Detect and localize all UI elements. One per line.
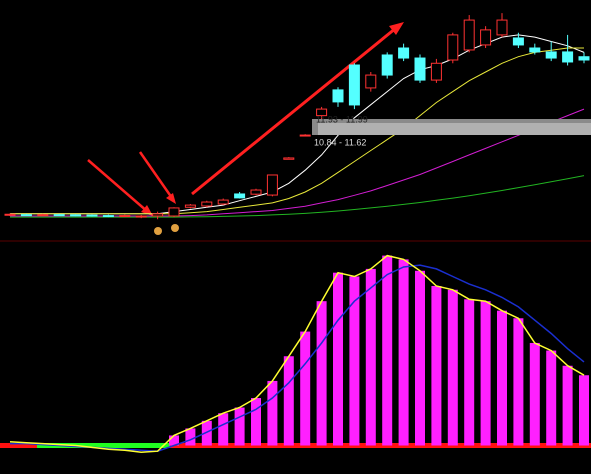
bar — [513, 318, 524, 446]
line-series — [10, 47, 584, 215]
candle-body — [102, 215, 114, 218]
bar — [382, 255, 393, 446]
line-series — [10, 175, 585, 218]
candle-body — [480, 29, 492, 46]
candle-body — [266, 174, 278, 196]
bar — [333, 272, 343, 446]
bar — [349, 276, 360, 446]
candle-body — [381, 54, 393, 76]
bar — [480, 301, 491, 446]
band-label: 11.93 - 11.99 — [316, 114, 368, 124]
bar — [267, 380, 278, 446]
candle-body — [496, 19, 508, 36]
candle-body — [217, 199, 229, 205]
arrow — [138, 151, 174, 199]
bar — [283, 356, 294, 446]
candle-body — [184, 204, 196, 208]
bar — [316, 301, 327, 446]
candle-body — [20, 214, 32, 217]
band-label: 10.84 - 11.62 — [314, 137, 366, 147]
candle-body — [201, 201, 213, 207]
candle-body — [119, 215, 131, 218]
candle-body — [447, 34, 459, 61]
baseline-segment — [37, 443, 170, 448]
candle-body — [70, 214, 82, 217]
line-series — [9, 254, 585, 453]
candle-body — [430, 62, 442, 81]
candle-body — [578, 56, 590, 61]
arrow-head — [389, 22, 404, 35]
bar — [546, 350, 557, 446]
bar — [234, 407, 245, 446]
bar — [431, 285, 442, 446]
candle-body — [152, 213, 164, 217]
bar — [529, 342, 540, 446]
candle-body — [86, 214, 98, 217]
baseline-segment — [0, 443, 37, 448]
arrow-head — [166, 193, 176, 204]
bar — [464, 299, 475, 446]
candle-body — [332, 89, 344, 103]
price-band — [318, 123, 591, 135]
candle-body — [365, 74, 377, 89]
arrow — [87, 159, 149, 213]
bar — [169, 435, 179, 446]
candle-body — [4, 213, 16, 216]
price-bands: 11.93 - 11.99 10.84 - 11.62 — [312, 114, 591, 147]
candle-body — [299, 134, 311, 137]
bar — [415, 270, 425, 446]
bar — [579, 375, 589, 446]
arrow-head — [141, 205, 153, 216]
bar — [218, 413, 229, 446]
bar — [398, 259, 409, 446]
bar — [562, 365, 573, 446]
candle-body — [512, 37, 524, 46]
candle-body — [135, 215, 147, 218]
candle-body — [562, 51, 574, 63]
baseline-segment — [170, 443, 591, 448]
candle-body — [53, 214, 65, 217]
candle-body — [414, 57, 426, 81]
candle-body — [316, 108, 328, 117]
candle-body — [398, 47, 410, 59]
candle-body — [37, 214, 49, 217]
event-icon — [154, 227, 162, 235]
bar — [201, 420, 212, 446]
candle-body — [348, 64, 360, 106]
bar — [300, 331, 311, 446]
candle-body — [529, 47, 541, 53]
bar — [447, 289, 458, 446]
baseline — [0, 443, 591, 448]
bar — [365, 268, 376, 446]
candle-body — [545, 51, 557, 59]
candle-body — [234, 193, 246, 199]
candle-body — [250, 189, 262, 195]
bar — [497, 310, 507, 446]
candle-body — [283, 157, 295, 160]
arrows — [87, 22, 404, 235]
bar — [185, 428, 196, 446]
candle-body — [168, 207, 180, 217]
bar — [251, 398, 261, 446]
candle-body — [463, 19, 475, 51]
event-icon — [171, 224, 179, 232]
arrow — [191, 26, 397, 196]
